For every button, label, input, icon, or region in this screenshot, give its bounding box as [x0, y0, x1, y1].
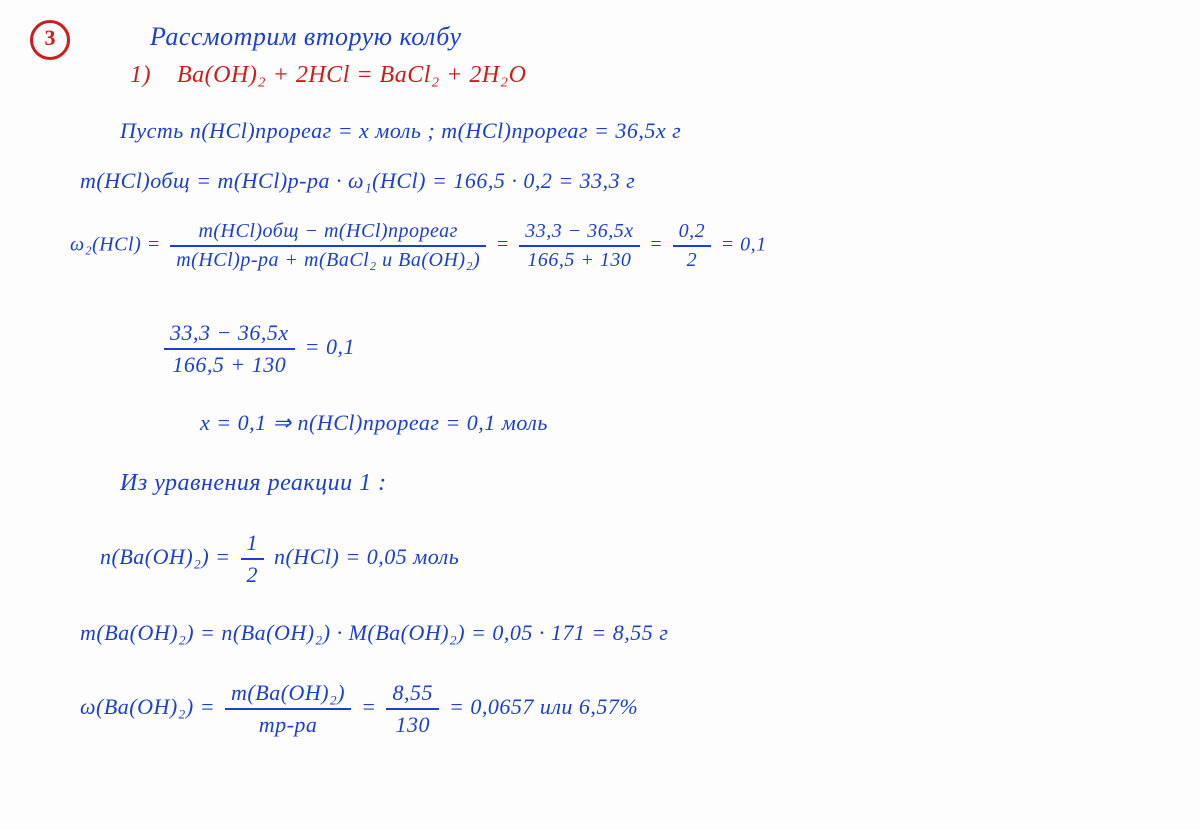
- omega2-frac2-num: 33,3 − 36,5x: [519, 220, 639, 245]
- omega2-frac1-den: m(HCl)р-ра + m(BaCl₂ и Ba(OH)₂): [170, 245, 486, 272]
- n-baoh-num: 1: [241, 530, 265, 558]
- title-line: Рассмотрим вторую колбу: [150, 22, 461, 52]
- omega2-frac2-den: 166,5 + 130: [519, 245, 639, 272]
- eq2: =: [649, 234, 669, 256]
- title-text: Рассмотрим вторую колбу: [150, 22, 461, 51]
- m-baoh-line: m(Ba(OH)₂) = n(Ba(OH)₂) · M(Ba(OH)₂) = 0…: [80, 620, 668, 646]
- omega2-frac3-num: 0,2: [673, 220, 712, 245]
- handwritten-page: 3 Рассмотрим вторую колбу 1) Ba(OH)₂ + 2…: [0, 0, 1200, 830]
- omega2-result: = 0,1: [721, 234, 767, 256]
- step1-label: 1): [130, 62, 151, 88]
- omega-baoh-lhs: ω(Ba(OH)₂) =: [80, 694, 221, 719]
- x-result-text: x = 0,1 ⇒ n(HCl)прореаг = 0,1 моль: [200, 410, 548, 435]
- n-baoh-lhs: n(Ba(OH)₂) =: [100, 544, 237, 569]
- n-baoh-line: n(Ba(OH)₂) = 1 2 n(HCl) = 0,05 моль: [100, 530, 459, 588]
- omega-baoh-f1-num: m(Ba(OH)₂): [225, 680, 351, 708]
- solve-rhs: = 0,1: [305, 334, 355, 359]
- m-total-line: m(HCl)общ = m(HCl)р-ра · ω₁(HCl) = 166,5…: [80, 168, 635, 194]
- n-baoh-rhs: n(HCl) = 0,05 моль: [274, 544, 459, 569]
- omega2-frac3-den: 2: [673, 245, 712, 272]
- let-text: Пусть n(HCl)прореаг = x моль ; m(HCl)про…: [120, 118, 681, 143]
- step1-line: 1) Ba(OH)₂ + 2HCl = BaCl₂ + 2H₂O: [130, 62, 526, 89]
- omega-baoh-line: ω(Ba(OH)₂) = m(Ba(OH)₂) mр-ра = 8,55 130…: [80, 680, 638, 738]
- x-result-line: x = 0,1 ⇒ n(HCl)прореаг = 0,1 моль: [200, 410, 548, 436]
- omega2-frac1: m(HCl)общ − m(HCl)прореаг m(HCl)р-ра + m…: [170, 220, 486, 272]
- eq1: =: [496, 234, 516, 256]
- omega-baoh-result: = 0,0657 или 6,57%: [449, 694, 638, 719]
- n-baoh-frac: 1 2: [241, 530, 265, 588]
- solve-frac: 33,3 − 36,5x 166,5 + 130: [164, 320, 295, 378]
- omega-baoh-f2-num: 8,55: [386, 680, 439, 708]
- omega2-lhs: ω₂(HCl) =: [70, 234, 161, 256]
- let-line: Пусть n(HCl)прореаг = x моль ; m(HCl)про…: [120, 118, 681, 144]
- omega2-frac2: 33,3 − 36,5x 166,5 + 130: [519, 220, 639, 272]
- omega2-frac3: 0,2 2: [673, 220, 712, 272]
- eq3: =: [361, 694, 382, 719]
- from-eq-text: Из уравнения реакции 1 :: [120, 470, 387, 496]
- from-eq-line: Из уравнения реакции 1 :: [120, 470, 387, 497]
- n-baoh-den: 2: [241, 558, 265, 588]
- step1-equation: Ba(OH)₂ + 2HCl = BaCl₂ + 2H₂O: [177, 62, 526, 88]
- omega2-frac1-num: m(HCl)общ − m(HCl)прореаг: [170, 220, 486, 245]
- omega-baoh-frac1: m(Ba(OH)₂) mр-ра: [225, 680, 351, 738]
- solve-line: 33,3 − 36,5x 166,5 + 130 = 0,1: [160, 320, 355, 378]
- omega2-line: ω₂(HCl) = m(HCl)общ − m(HCl)прореаг m(HC…: [70, 220, 767, 272]
- omega-baoh-frac2: 8,55 130: [386, 680, 439, 738]
- solve-num: 33,3 − 36,5x: [164, 320, 295, 348]
- badge-text: 3: [45, 25, 56, 50]
- m-total-text: m(HCl)общ = m(HCl)р-ра · ω₁(HCl) = 166,5…: [80, 168, 635, 193]
- omega-baoh-f2-den: 130: [386, 708, 439, 738]
- omega-baoh-f1-den: mр-ра: [225, 708, 351, 738]
- m-baoh-text: m(Ba(OH)₂) = n(Ba(OH)₂) · M(Ba(OH)₂) = 0…: [80, 620, 668, 645]
- solve-den: 166,5 + 130: [164, 348, 295, 378]
- problem-number-badge: 3: [30, 20, 70, 60]
